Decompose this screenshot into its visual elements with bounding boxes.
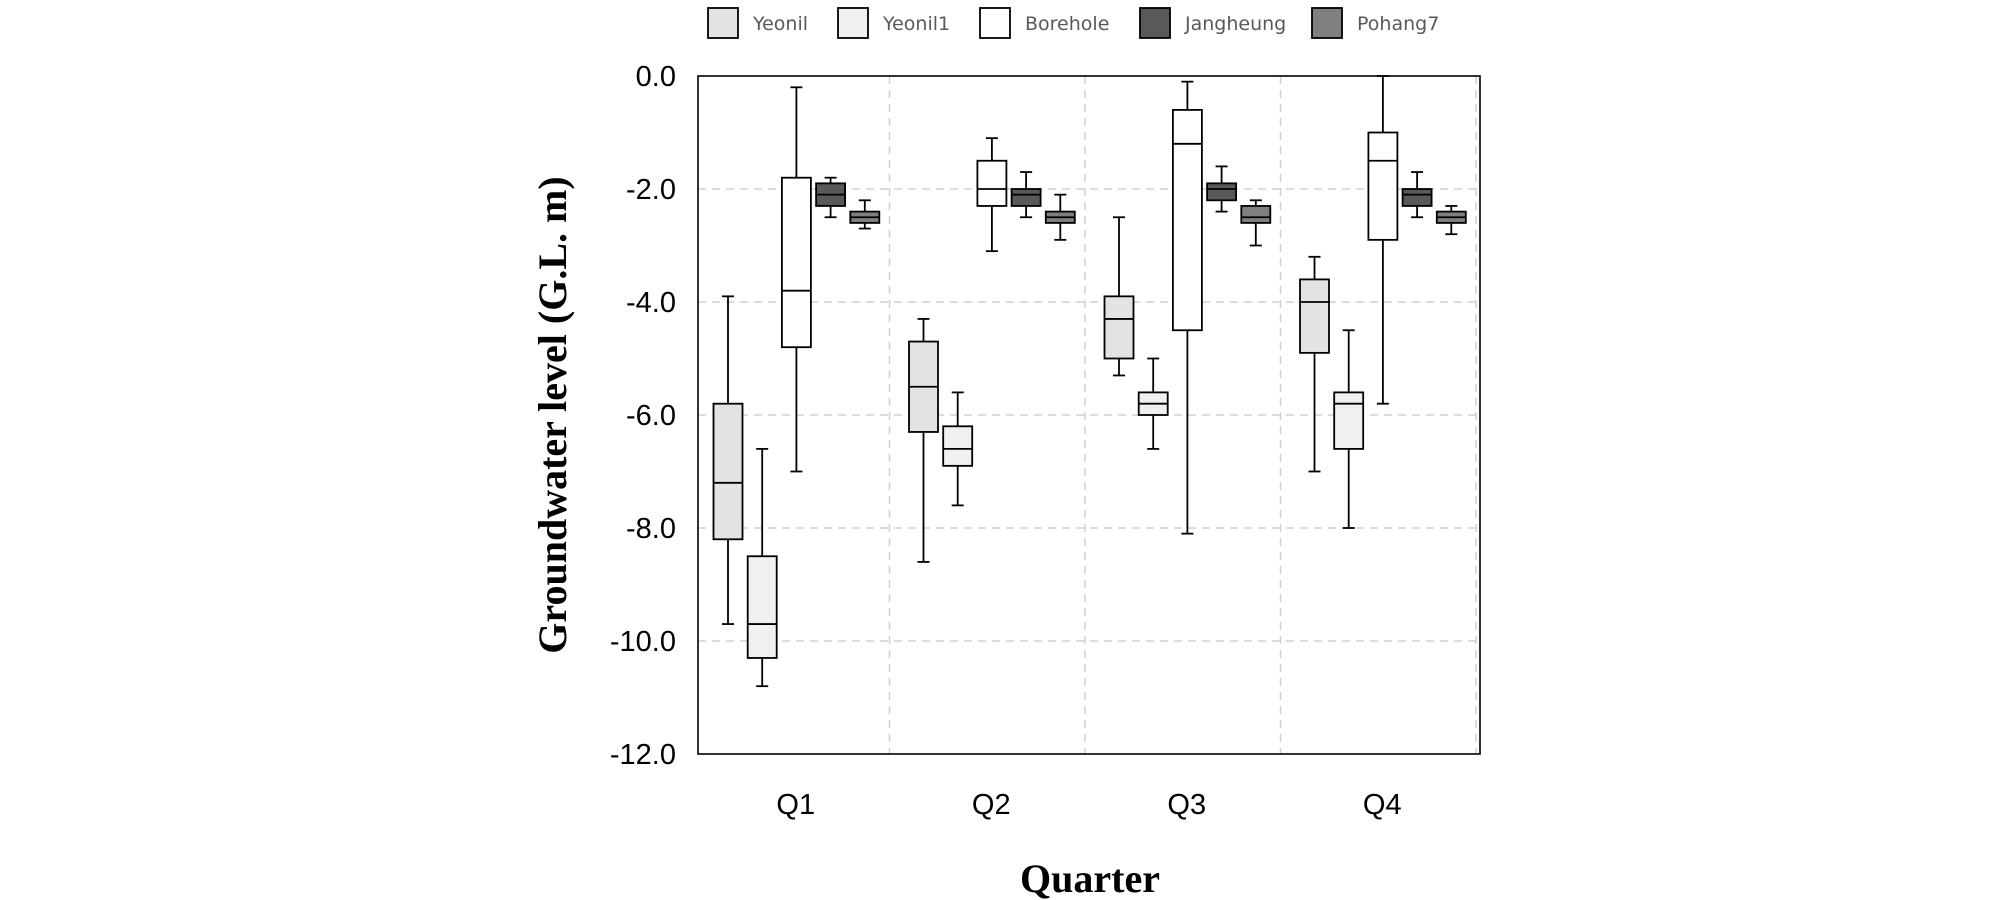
box-jangheung-q4 <box>1401 171 1433 219</box>
box-iqr <box>942 425 974 467</box>
box-jangheung-q3 <box>1206 165 1237 213</box>
boxes-layer <box>712 75 1467 688</box>
box-yeonil-q2 <box>908 318 939 563</box>
y-tick-label: -2.0 <box>626 174 676 206</box>
y-tick-label: -12.0 <box>610 739 676 771</box>
y-axis-title: Groundwater level (G.L. m) <box>530 176 575 653</box>
y-tick-labels: 0.0 -2.0 -4.0 -6.0 -8.0 -10.0 -12.0 <box>610 61 676 771</box>
box-pohang7-q1 <box>849 199 881 230</box>
legend-swatch-jangheung <box>1139 7 1171 39</box>
box-pohang7-q2 <box>1044 193 1076 241</box>
legend-label-borehole: Borehole <box>1025 13 1109 35</box>
x-tick-label: Q3 <box>1167 789 1206 821</box>
box-borehole-q3 <box>1172 80 1203 535</box>
legend-label-jangheung: Jangheung <box>1184 13 1286 35</box>
plot-frame <box>697 75 1481 755</box>
x-axis-title: Quarter <box>1020 856 1160 900</box>
x-tick-label: Q1 <box>776 789 815 821</box>
box-iqr <box>1299 278 1330 354</box>
box-yeonil-q3 <box>1103 216 1135 377</box>
legend-swatch-yeonil1 <box>837 7 869 39</box>
box-yeonil1-q4 <box>1333 329 1365 529</box>
box-iqr <box>1010 188 1042 207</box>
y-tick-label: -10.0 <box>610 626 676 658</box>
box-yeonil-q4 <box>1299 255 1330 473</box>
box-iqr <box>1103 295 1135 360</box>
box-iqr <box>1333 391 1365 450</box>
legend-label-pohang7: Pohang7 <box>1357 13 1439 35</box>
box-borehole-q1 <box>781 86 812 473</box>
x-tick-label: Q2 <box>972 789 1011 821</box>
legend-swatch-borehole <box>979 7 1011 39</box>
box-yeonil1-q3 <box>1137 357 1169 450</box>
box-iqr <box>1172 109 1203 332</box>
y-tick-label: 0.0 <box>636 61 676 93</box>
box-yeonil1-q1 <box>746 447 778 688</box>
legend-label-yeonil: Yeonil <box>752 13 808 35</box>
box-iqr <box>1401 188 1433 207</box>
box-jangheung-q2 <box>1010 171 1042 219</box>
box-borehole-q2 <box>976 137 1008 253</box>
box-jangheung-q1 <box>815 176 846 219</box>
box-iqr <box>1367 131 1399 241</box>
x-tick-labels: Q1 Q2 Q3 Q4 <box>776 789 1401 821</box>
legend-swatch-yeonil <box>707 7 739 39</box>
y-tick-label: -4.0 <box>626 287 676 319</box>
box-iqr <box>712 402 744 541</box>
y-tick-label: -6.0 <box>626 400 676 432</box>
box-pohang7-q4 <box>1435 205 1467 236</box>
box-yeonil-q1 <box>712 295 744 625</box>
legend: Yeonil Yeonil1 Borehole Jangheung Pohang7 <box>707 7 1439 39</box>
box-iqr <box>746 555 778 659</box>
box-iqr <box>1206 182 1237 202</box>
box-pohang7-q3 <box>1240 199 1272 247</box>
legend-swatch-pohang7 <box>1311 7 1343 39</box>
box-borehole-q4 <box>1367 75 1399 405</box>
box-iqr <box>781 176 812 349</box>
legend-label-yeonil1: Yeonil1 <box>882 13 950 35</box>
box-iqr <box>1240 205 1272 224</box>
box-yeonil1-q2 <box>942 391 974 507</box>
y-tick-label: -8.0 <box>626 513 676 545</box>
box-iqr <box>976 159 1008 207</box>
x-tick-label: Q4 <box>1363 789 1402 821</box>
